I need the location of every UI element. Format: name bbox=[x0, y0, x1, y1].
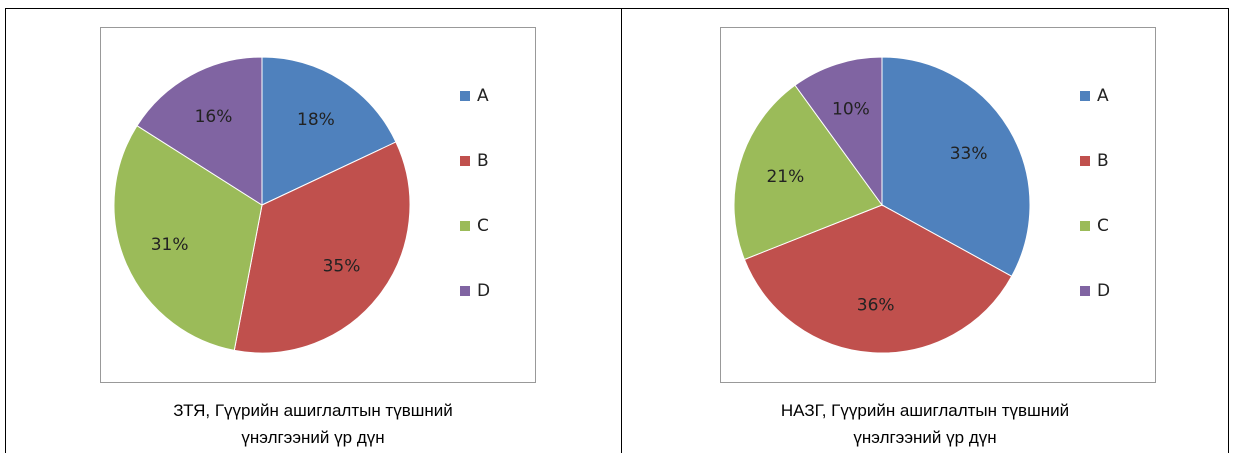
pie-slice bbox=[794, 56, 883, 207]
pie-slice bbox=[743, 204, 1013, 354]
legend-label: C bbox=[477, 216, 489, 236]
legend-swatch bbox=[1080, 91, 1090, 101]
data-label: 33% bbox=[950, 144, 988, 164]
pie-slice bbox=[733, 84, 883, 261]
caption: ЗТЯ, Гүүрийн ашиглалтын түвшний үнэлгээн… bbox=[173, 401, 453, 447]
legend-label: A bbox=[477, 86, 489, 106]
data-label: 21% bbox=[766, 167, 804, 187]
legend-label: C bbox=[1097, 216, 1109, 236]
legend-label: D bbox=[477, 281, 490, 301]
legend-swatch bbox=[460, 221, 470, 231]
legend-swatch bbox=[1080, 286, 1090, 296]
data-label: 35% bbox=[323, 257, 361, 277]
pie-slice bbox=[233, 141, 411, 354]
data-label: 18% bbox=[297, 110, 335, 130]
legend-swatch bbox=[460, 286, 470, 296]
data-label: 31% bbox=[151, 235, 189, 255]
data-label: 10% bbox=[832, 99, 870, 119]
legend-swatch bbox=[1080, 156, 1090, 166]
data-label: 16% bbox=[195, 107, 233, 127]
legend-label: B bbox=[1097, 151, 1109, 171]
pie-slice bbox=[881, 56, 1031, 277]
legend-swatch bbox=[1080, 221, 1090, 231]
legend-swatch bbox=[460, 156, 470, 166]
legend-label: D bbox=[1097, 281, 1110, 301]
legend-swatch bbox=[460, 91, 470, 101]
legend-label: A bbox=[1097, 86, 1109, 106]
data-label: 36% bbox=[857, 295, 895, 315]
legend-label: B bbox=[477, 151, 489, 171]
pie-slice bbox=[261, 56, 397, 206]
pie-slice bbox=[136, 56, 263, 206]
caption: НАЗГ, Гүүрийн ашиглалтын түвшний үнэлгээ… bbox=[780, 401, 1070, 447]
